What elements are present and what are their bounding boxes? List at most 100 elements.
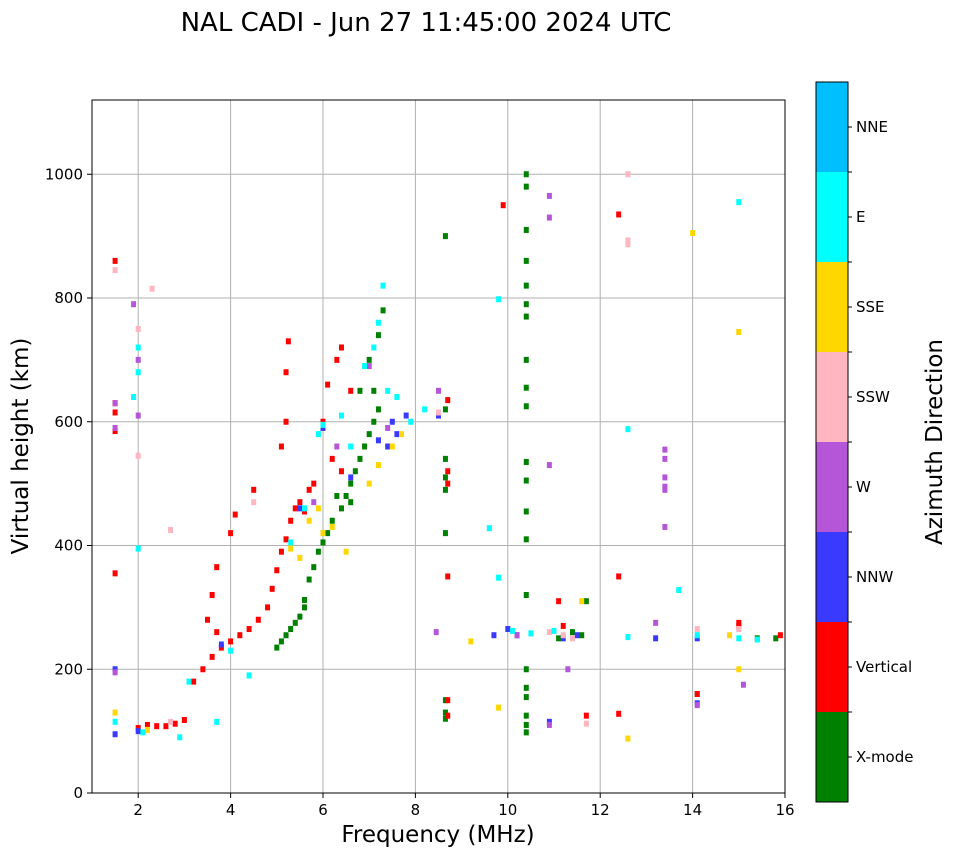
data-point [278,443,284,450]
data-point [468,638,474,645]
x-tick-label: 2 [133,801,143,819]
data-point [583,712,589,719]
data-point [214,718,220,725]
gridlines [92,100,786,794]
data-point [283,369,289,376]
data-point [362,443,368,450]
data-point [394,431,400,438]
data-point [389,418,395,425]
data-point [625,241,631,248]
data-point [112,428,118,435]
data-point [371,418,377,425]
data-point [329,523,335,530]
colorbar-tick-label: SSW [856,388,890,406]
data-point [375,332,381,339]
data-point [727,632,733,639]
data-point [546,629,552,636]
data-point [366,356,372,363]
data-point [496,296,502,303]
data-point [343,493,349,499]
colorbar-tick-label: W [856,478,871,496]
data-point [505,626,511,633]
data-point [445,468,451,475]
data-point [297,499,303,506]
colorbar-segment [816,352,848,442]
data-point [329,517,335,524]
data-point [442,233,448,240]
colorbar-frame [815,81,849,803]
data-point [523,666,529,673]
data-point [265,604,271,611]
data-point [306,486,312,493]
data-point [228,647,234,654]
data-point [366,363,372,370]
data-point [436,409,441,416]
data-point [569,635,575,642]
data-point [736,329,742,336]
data-point [560,632,566,639]
data-point [362,363,368,370]
data-point [556,598,562,605]
data-point [140,729,146,736]
data-point [523,183,529,190]
x-axis-ticks: 2 4 6 8 10 12 14 16 [133,793,795,819]
data-point [112,669,118,676]
data-point [496,574,502,581]
data-point [523,301,529,308]
data-point [662,483,668,490]
data-point [523,458,529,465]
data-point [662,446,668,453]
series-vertical [112,202,783,732]
data-point [422,406,428,413]
data-point [579,598,585,605]
data-point [251,499,257,506]
data-point [433,629,439,636]
colorbar-segment [816,442,848,532]
data-point [348,499,354,506]
data-point [112,400,118,407]
data-point [112,570,118,577]
data-point [523,282,529,289]
data-point [773,635,779,642]
data-point [625,237,631,244]
data-point [348,480,354,487]
data-point [442,474,448,481]
data-point [325,530,331,537]
data-point [625,735,631,742]
data-point [371,344,377,351]
data-point [556,635,562,642]
x-tick-label: 6 [318,801,328,819]
series-e [112,199,760,741]
data-point [315,548,321,555]
y-axis-ticks: 0 200 400 600 800 1000 [45,165,92,802]
data-point [528,630,534,637]
chart-title: NAL CADI - Jun 27 11:45:00 2024 UTC [181,8,672,38]
data-point [445,712,451,719]
x-axis-label: Frequency (MHz) [341,822,534,848]
data-point [246,626,252,633]
data-point [191,678,197,685]
data-point [112,267,118,274]
data-point [292,619,298,626]
data-point [311,480,317,487]
data-point [523,684,529,691]
data-point [366,480,372,487]
data-point [338,412,344,419]
data-point [112,731,118,738]
data-point [302,505,308,512]
data-point [320,421,326,428]
data-point [135,725,141,732]
data-point [523,508,529,515]
data-points [112,171,783,742]
data-point [135,412,141,419]
data-point [306,576,312,583]
data-point [523,171,529,178]
data-point [112,409,118,416]
data-point [736,199,742,206]
data-point [375,437,381,444]
colorbar-segment [816,262,848,352]
data-point [283,418,289,425]
data-point [144,721,150,728]
data-point [315,431,321,438]
